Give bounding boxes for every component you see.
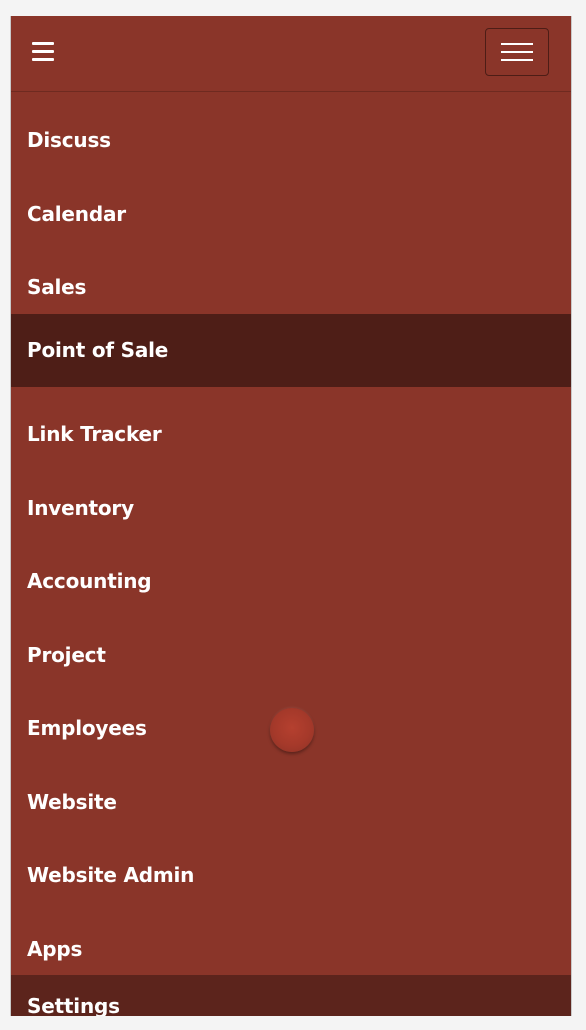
menu-item-label: Project — [27, 642, 106, 667]
menu-item-settings[interactable]: Settings — [11, 975, 571, 1016]
menu-item-label: Link Tracker — [27, 422, 162, 446]
menu-item-calendar[interactable]: Calendar — [11, 167, 571, 241]
menu-item-label: Apps — [27, 936, 83, 961]
menu-item-accounting[interactable]: Accounting — [11, 534, 571, 608]
app-window: Discuss Calendar Sales Point of Sale Lin… — [10, 16, 572, 1016]
menu-item-label: Calendar — [27, 201, 126, 226]
menu-item-label: Website — [27, 789, 117, 814]
menu-item-point-of-sale[interactable]: Point of Sale — [11, 313, 571, 387]
menu-item-website[interactable]: Website — [11, 755, 571, 829]
menu-item-label: Sales — [27, 275, 87, 299]
menu-item-label: Discuss — [27, 128, 111, 152]
menu-item-discuss[interactable]: Discuss — [11, 93, 571, 167]
menu-item-sales[interactable]: Sales — [11, 240, 571, 314]
navbar-toggler-button[interactable] — [485, 28, 549, 76]
toggler-bar-icon — [501, 59, 533, 61]
menu-item-website-admin[interactable]: Website Admin — [11, 828, 571, 902]
toggler-bar-icon — [501, 43, 533, 45]
menu-item-label: Inventory — [27, 495, 134, 520]
menu-item-inventory[interactable]: Inventory — [11, 461, 571, 535]
app-menu: Discuss Calendar Sales Point of Sale Lin… — [11, 93, 571, 1016]
menu-item-employees[interactable]: Employees — [11, 681, 571, 755]
menu-item-project[interactable]: Project — [11, 608, 571, 682]
top-navbar — [11, 16, 571, 92]
menu-item-label: Employees — [27, 716, 147, 740]
menu-item-label: Website Admin — [27, 863, 195, 887]
hamburger-menu-icon[interactable] — [32, 42, 54, 61]
menu-item-label: Accounting — [27, 569, 152, 593]
menu-item-label: Settings — [27, 994, 120, 1016]
menu-item-label: Point of Sale — [27, 337, 169, 362]
menu-item-link-tracker[interactable]: Link Tracker — [11, 387, 571, 461]
menu-item-apps[interactable]: Apps — [11, 902, 571, 976]
toggler-bar-icon — [501, 51, 533, 53]
loading-spinner-icon — [270, 708, 314, 752]
